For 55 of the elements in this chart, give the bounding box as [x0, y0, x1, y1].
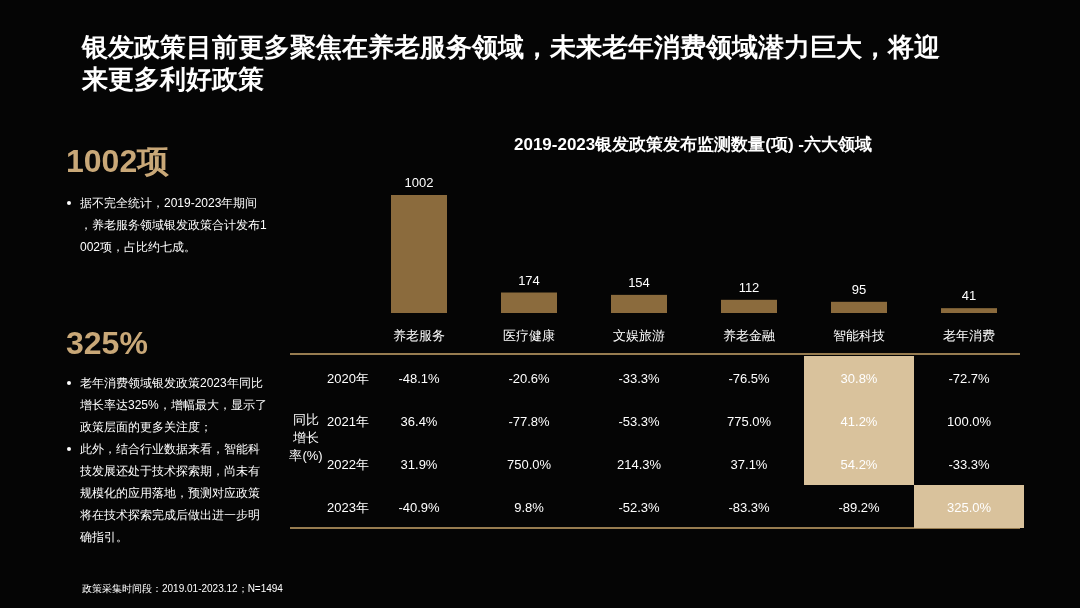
data-label: 41.2% [840, 413, 878, 429]
data-label: 214.3% [616, 456, 662, 472]
y-tick-label: 2021年 [327, 413, 369, 429]
y-axis-title: 同比增长率(%) [289, 412, 323, 463]
x-tick-label: 养老金融 [723, 328, 775, 343]
x-tick-label: 文娱旅游 [613, 328, 665, 343]
text: 据不完全统计，2019-2023年期间，养老服务领域银发政策合计发布1002项，占比约七成。 [80, 196, 267, 254]
data-label: -72.7% [948, 370, 991, 386]
x-tick-label: 智能科技 [833, 328, 885, 343]
data-label: 36.4% [400, 413, 438, 429]
data-label: 31.9% [400, 456, 438, 472]
bar [941, 308, 997, 313]
bar [831, 301, 887, 313]
y-tick-label: 2022年 [327, 456, 369, 472]
text: 1002项 [66, 143, 170, 179]
text: 老年消费领域银发政策2023年同比增长率达325%，增幅最大，显示了政策层面的更多关注度； [79, 376, 267, 434]
data-label: -77.8% [508, 413, 551, 429]
data-label: 30.8% [840, 370, 878, 386]
text: 325% [66, 325, 148, 361]
data-label: 154 [628, 274, 650, 290]
data-label: 54.2% [840, 456, 878, 472]
data-label: -40.9% [398, 499, 441, 515]
text: 政策采集时间段：2019.01-2023.12；N=1494 [82, 583, 284, 594]
data-label: 750.0% [506, 456, 552, 472]
data-label: 9.8% [514, 499, 545, 515]
bar [721, 299, 777, 313]
data-label: 100.0% [946, 413, 992, 429]
data-label: 112 [738, 279, 760, 295]
data-label: -33.3% [948, 456, 991, 472]
x-tick-label: 养老服务 [393, 328, 445, 343]
chart-title: 2019-2023银发政策发布监测数量(项) -六大领域 [513, 135, 873, 154]
data-label: 174 [518, 272, 540, 288]
data-label: 775.0% [726, 413, 772, 429]
data-label: 95 [851, 281, 867, 297]
data-label: -83.3% [728, 499, 771, 515]
data-label: -20.6% [508, 370, 551, 386]
data-label: -53.3% [618, 413, 661, 429]
data-label: -76.5% [728, 370, 771, 386]
data-label: -33.3% [618, 370, 661, 386]
x-tick-label: 医疗健康 [503, 328, 555, 343]
data-label: -48.1% [398, 370, 441, 386]
data-label: 1002 [404, 175, 434, 190]
bar [501, 292, 557, 313]
data-label: -89.2% [838, 499, 881, 515]
text: 银发政策目前更多聚焦在养老服务领域，未来老年消费领域潜力巨大，将迎来更多利好政策 [81, 32, 940, 94]
data-label: 37.1% [730, 456, 768, 472]
y-tick-label: 2020年 [327, 370, 369, 386]
x-tick-label: 老年消费 [943, 328, 995, 343]
y-tick-label: 2023年 [327, 499, 369, 515]
data-label: -52.3% [618, 499, 661, 515]
bar [611, 294, 667, 313]
data-label: 325.0% [946, 499, 992, 515]
bar [391, 195, 447, 313]
text: 此外，结合行业数据来看，智能科技发展还处于技术探索期，尚未有规模化的应用落地，预测对应政策将在技术探索完成后做出进一步明确指引。 [79, 442, 260, 544]
data-label: 41 [961, 288, 977, 304]
